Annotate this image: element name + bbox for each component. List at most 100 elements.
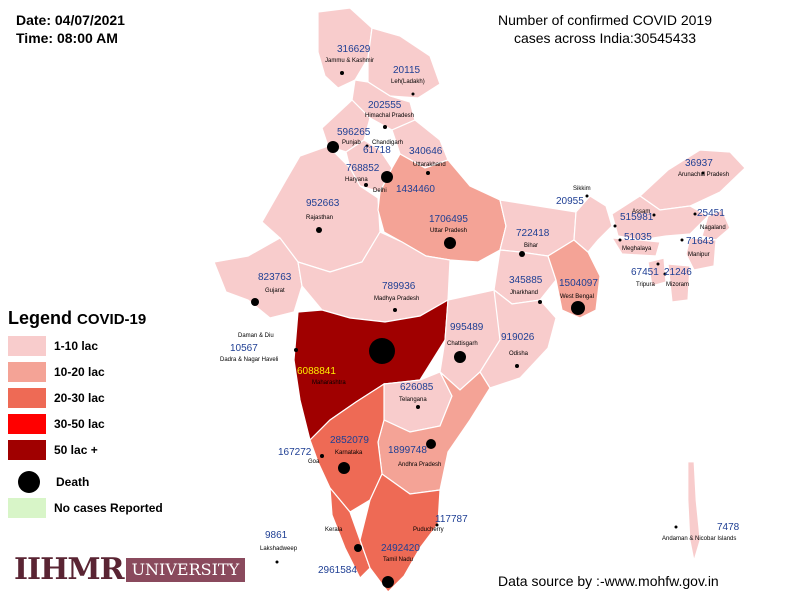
map-title-line1: Number of confirmed COVID 2019 [498, 12, 712, 28]
legend-no-cases: No cases Reported [8, 497, 208, 519]
label-andhra: Andhra Pradesh [398, 462, 441, 468]
death-marker-kerala [354, 544, 362, 552]
label-meghalaya: Meghalaya [622, 246, 652, 252]
date-label: Date: 04/07/2021 [16, 12, 125, 28]
death-marker-uttar-pradesh [444, 237, 456, 249]
label-dadra-nagar-haveli: Dadra & Nagar Haveli [220, 357, 278, 363]
count-assam: 515981 [620, 212, 654, 223]
label-delhi: Delhi [373, 188, 387, 194]
count-sikkim: 20955 [556, 196, 584, 207]
death-marker-chattisgarh [454, 351, 466, 363]
death-marker-maharashtra [369, 338, 395, 364]
legend-swatch-no-cases [8, 498, 46, 518]
label-andaman: Andaman & Nicobar Islands [662, 536, 736, 542]
count-rajasthan: 952663 [306, 198, 340, 209]
legend-item: 30-50 lac [8, 413, 208, 435]
legend-swatch [8, 414, 46, 434]
count-andaman: 7478 [717, 522, 740, 533]
count-nagaland: 25451 [697, 208, 725, 219]
label-rajasthan: Rajasthan [306, 215, 333, 221]
legend-death-label: Death [56, 475, 90, 489]
death-marker-rajasthan [316, 227, 322, 233]
death-marker-bihar [519, 251, 525, 257]
death-marker-west-bengal [571, 301, 585, 315]
dot-telangana [416, 405, 420, 409]
dot-uttarakhand [426, 171, 430, 175]
count-tamil-nadu: 2492420 [381, 543, 420, 554]
label-bihar: Bihar [524, 243, 538, 249]
death-marker-andhra [426, 439, 436, 449]
dot-daman [294, 348, 298, 352]
label-west-bengal: West Bengal [560, 294, 594, 300]
legend-swatch [8, 388, 46, 408]
label-mizoram: Mizoram [666, 282, 689, 288]
label-gujarat: Gujarat [265, 288, 285, 294]
label-himachal: Himachal Pradesh [365, 113, 414, 119]
region-nagaland [701, 209, 731, 241]
legend-item: 50 lac + [8, 439, 208, 461]
region-gujarat [213, 237, 303, 319]
count-uttar-pradesh: 1706495 [429, 214, 468, 225]
dot-sikkim [585, 194, 589, 198]
label-daman-diu: Daman & Diu [238, 333, 274, 339]
death-marker-gujarat [251, 298, 259, 306]
label-sikkim: Sikkim [573, 186, 591, 192]
label-nagaland: Nagaland [700, 225, 726, 231]
count-puducherry: 117787 [435, 514, 468, 525]
label-tripura: Tripura [636, 282, 655, 288]
time-label: Time: 08:00 AM [16, 30, 118, 46]
legend-label: 30-50 lac [54, 417, 105, 431]
count-tripura: 67451 [631, 267, 659, 278]
region-odisha [479, 288, 557, 389]
death-marker-karnataka [338, 462, 350, 474]
death-marker-delhi [381, 171, 393, 183]
count-haryana: 768852 [346, 163, 380, 174]
legend-label: 20-30 lac [54, 391, 105, 405]
region-kerala [329, 486, 371, 580]
death-marker-tamil-nadu [382, 576, 394, 588]
count-uttarakhand: 340646 [409, 146, 443, 157]
count-gujarat: 823763 [258, 272, 292, 283]
label-lakshadweep: Lakshadweep [260, 546, 298, 552]
dot-jharkhand [538, 300, 542, 304]
region-assam [611, 195, 709, 241]
count-manipur: 71643 [686, 236, 714, 247]
count-arunachal: 36937 [685, 158, 713, 169]
dot-assam2 [613, 224, 617, 228]
label-chattisgarh: Chattisgarh [447, 341, 478, 347]
legend-swatch [8, 362, 46, 382]
death-dot-icon [18, 471, 40, 493]
region-tripura [647, 257, 667, 287]
map-title-line2: cases across India:30545433 [513, 30, 697, 46]
region-mizoram [667, 263, 691, 303]
region-andaman-nicobar [687, 461, 701, 561]
count-west-bengal: 1504097 [559, 278, 598, 289]
dot-goa [320, 454, 324, 458]
label-puducherry: Puducherry [413, 527, 444, 533]
dot-assam [652, 213, 656, 217]
label-jharkhand: Jharkhand [510, 290, 538, 296]
dot-haryana [364, 183, 368, 187]
legend-label: 50 lac + [54, 443, 98, 457]
dot-himachal [383, 125, 387, 129]
count-kerala: 2961584 [318, 565, 357, 576]
legend-no-cases-label: No cases Reported [54, 501, 163, 515]
dot-leh [411, 92, 415, 96]
legend-swatch [8, 336, 46, 356]
label-tamil-nadu: Tamil Nadu [383, 557, 413, 563]
label-goa: Goa [308, 459, 320, 465]
legend-death: Death [8, 471, 208, 493]
count-delhi: 1434460 [396, 184, 435, 195]
legend-subtitle: COVID-19 [77, 311, 147, 328]
map-title: Number of confirmed COVID 2019 cases acr… [440, 11, 770, 47]
region-sikkim-corridor [573, 195, 613, 253]
count-karnataka: 2852079 [330, 435, 369, 446]
legend-item: 10-20 lac [8, 361, 208, 383]
count-chattisgarh: 995489 [450, 322, 484, 333]
count-lakshadweep: 9861 [265, 530, 288, 541]
label-manipur: Manipur [688, 252, 710, 258]
count-jharkhand: 345885 [509, 275, 543, 286]
dot-mizoram [663, 272, 667, 276]
count-bihar: 722418 [516, 228, 550, 239]
label-assam: Assam [632, 209, 650, 215]
